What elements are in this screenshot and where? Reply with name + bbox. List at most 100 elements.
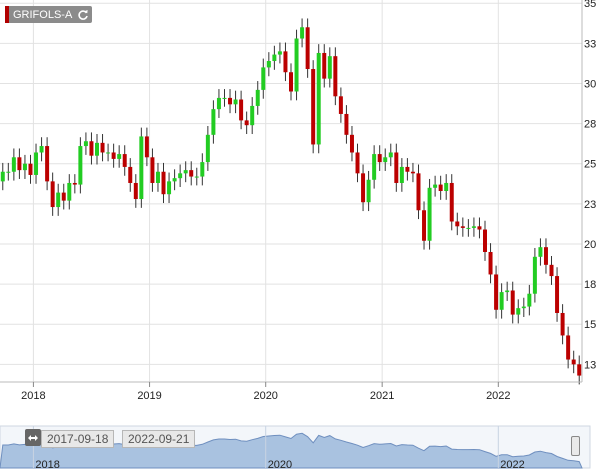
candle-down [543,247,548,265]
candle-up [388,152,393,158]
candle-down [50,181,55,208]
candle-down [349,134,354,153]
candle-up [516,308,521,315]
refresh-icon[interactable] [76,8,90,22]
candle-down [89,141,94,156]
x-tick-label: 2021 [370,390,394,402]
candle-up [266,60,271,68]
candle-down [377,154,382,163]
candle-up [521,306,526,309]
x-tick-label: 2022 [486,390,510,402]
candle-up [327,56,332,79]
y-tick-label: 33 [584,38,596,50]
candle-down [577,364,582,376]
candle-up [117,154,122,159]
start-date-input[interactable]: 2017-09-18 [41,430,115,448]
candle-up [200,162,205,177]
y-tick-label: 25 [584,159,596,171]
candle-up [78,146,83,185]
candle-up [399,166,404,183]
candle-up [383,157,388,163]
navigator-year-label: 2022 [500,459,524,471]
candle-down [111,152,116,159]
x-axis-ticks: 2018 2019 2020 2021 2022 [21,382,511,402]
candle-up [505,290,510,293]
candle-up [139,136,144,200]
candle-down [244,120,249,126]
candle-down [338,96,343,114]
candle-up [22,163,27,171]
candle-up [167,181,172,195]
x-tick-label: 2018 [21,390,45,402]
candle-down [560,312,565,336]
y-tick-label: 13 [584,359,596,371]
range-handle-left[interactable] [25,429,41,446]
candle-down [72,182,77,185]
candle-down [311,69,316,145]
candle-down [460,226,465,228]
candle-up [471,226,476,228]
range-handle-right[interactable] [571,436,580,456]
candle-down [483,229,487,252]
candle-up [211,109,216,135]
x-tick-label: 2020 [253,390,277,402]
candle-down [394,152,399,183]
candles [0,18,582,385]
candle-down [488,251,493,275]
candle-down [28,163,33,175]
candle-up [194,176,199,178]
candle-down [477,226,482,230]
candle-up [222,97,227,99]
candle-down [283,51,288,73]
resize-arrows-icon [28,434,38,441]
ticker-box[interactable]: GRIFOLS-A [5,6,93,23]
candle-up [316,52,321,145]
candle-down [161,171,166,195]
candle-up [83,141,88,147]
y-tick-label: 18 [584,279,596,291]
candle-down [555,276,560,313]
candle-up [216,97,221,110]
candle-up [433,184,438,188]
candle-down [455,221,460,227]
candle-down [361,173,366,203]
candle-down [449,182,454,222]
candle-up [427,187,432,241]
candle-up [366,179,371,203]
candle-down [355,152,360,174]
candle-up [178,173,183,179]
navigator-year-label: 2020 [268,459,292,471]
candle-down [549,264,554,277]
end-date-input[interactable]: 2022-09-21 [122,430,196,448]
candle-down [144,136,149,158]
candle-up [527,293,532,307]
candle-down [494,274,499,310]
candle-up [532,256,537,294]
candle-down [128,166,133,183]
candle-up [155,171,160,183]
candle-down [333,56,338,97]
candle-down [510,290,515,315]
y-tick-label: 15 [584,319,596,331]
y-tick-label: 23 [584,199,596,211]
candle-down [189,170,194,177]
navigator-year-label: 2018 [35,459,59,471]
gridlines [0,0,582,382]
candle-down [289,72,293,92]
candle-up [11,157,16,172]
candle-down [410,171,415,174]
candle-up [250,105,255,126]
candle-up [6,171,11,173]
candle-down [405,166,410,172]
candle-up [183,170,188,174]
candle-down [566,335,571,360]
candle-up [0,171,5,182]
candle-up [172,178,177,182]
candle-up [372,154,377,180]
candle-down [100,142,105,153]
candle-up [34,152,39,175]
y-tick-label: 30 [584,78,596,90]
candle-down [45,146,50,182]
